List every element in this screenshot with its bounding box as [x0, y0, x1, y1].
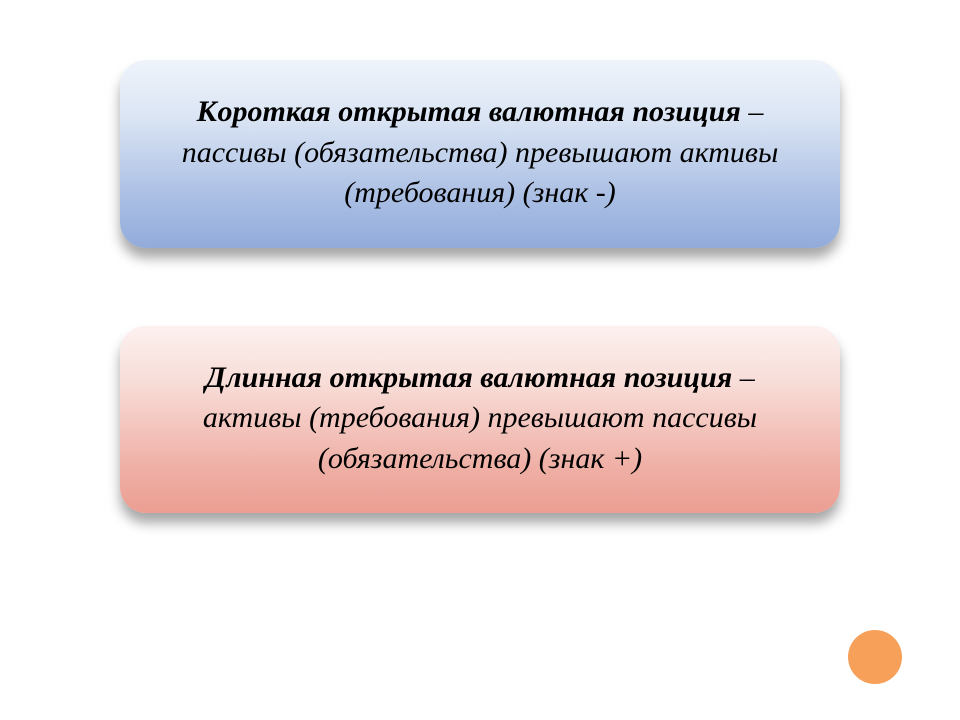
card-title-rest: линная открытая валютная позиция	[226, 361, 732, 394]
slide: Короткая открытая валютная позиция – пас…	[0, 0, 960, 720]
card-title-initial: К	[197, 95, 218, 128]
card-title-rest: ороткая открытая валютная позиция	[218, 95, 741, 128]
card-short-position: Короткая открытая валютная позиция – пас…	[120, 60, 840, 248]
card-title-initial: Д	[205, 361, 226, 394]
card-title: Короткая открытая валютная позиция	[197, 95, 741, 128]
card-title: Длинная открытая валютная позиция	[205, 361, 732, 394]
card-long-position: Длинная открытая валютная позиция – акти…	[120, 326, 840, 514]
accent-dot-icon	[848, 630, 902, 684]
